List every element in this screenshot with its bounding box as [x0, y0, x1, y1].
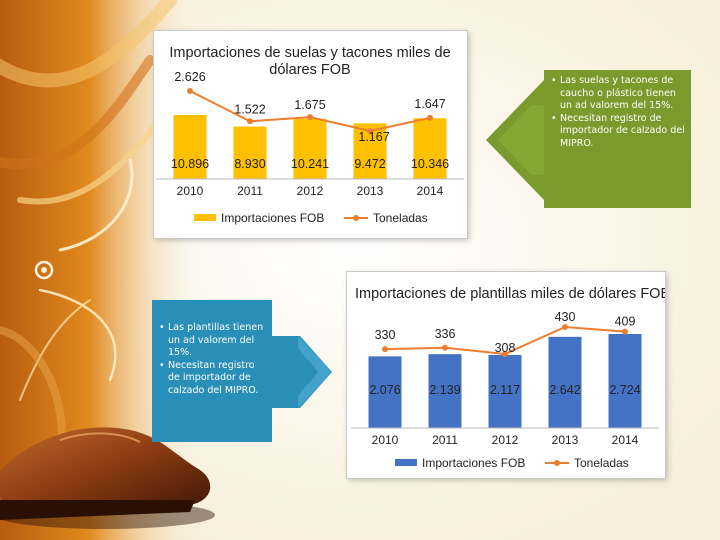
x-tick-2014: 2014 [612, 433, 639, 447]
bar-2014 [413, 118, 447, 179]
chart-title: Importaciones de suelas y tacones miles … [169, 45, 450, 61]
line-label-2014: 409 [615, 315, 636, 329]
bar-2014 [608, 334, 642, 428]
x-tick-2010: 2010 [177, 184, 204, 198]
callout-plantillas: Las plantillas tienen un ad valorem del … [158, 322, 268, 397]
callout-suelas-bullet-1: Las suelas y tacones de caucho o plástic… [550, 75, 686, 113]
line-label-2011: 1.522 [234, 102, 265, 116]
line-label-2013: 430 [555, 310, 576, 324]
x-tick-2011: 2011 [237, 184, 263, 198]
x-tick-2012: 2012 [492, 433, 519, 447]
chart-plantillas-plot: Importaciones de plantillas miles de dól… [351, 286, 665, 470]
bar-label-2011: 8.930 [234, 157, 265, 171]
bar-label-2012: 10.241 [291, 157, 329, 171]
legend-label-line: Toneladas [373, 211, 428, 225]
callout-suelas: Las suelas y tacones de caucho o plástic… [550, 75, 686, 150]
bar-label-2014: 2.724 [609, 383, 640, 397]
bar-2012 [293, 118, 327, 179]
line-label-2013: 1.167 [358, 130, 389, 144]
bar-2010 [173, 115, 207, 179]
legend-swatch-bars [395, 459, 417, 466]
x-tick-2012: 2012 [297, 184, 324, 198]
legend-swatch-bars [194, 214, 216, 221]
line-point-2013 [562, 324, 568, 330]
line-point-2010 [382, 346, 388, 353]
legend-label-bars: Importaciones FOB [422, 456, 525, 470]
callout-plantillas-bullet-2: Necesitan registro de importador de calz… [158, 360, 268, 398]
line-label-2014: 1.647 [414, 97, 445, 111]
bar-2012 [488, 354, 522, 428]
bar-label-2013: 9.472 [354, 157, 385, 171]
chart-title: Importaciones de plantillas miles de dól… [355, 286, 665, 302]
bar-label-2010: 2.076 [369, 383, 400, 397]
floral-swirl-decoration [0, 0, 177, 464]
legend-label-line: Toneladas [574, 456, 629, 470]
x-tick-2013: 2013 [357, 184, 384, 198]
line-point-2011 [247, 118, 253, 125]
line-label-2010: 330 [375, 328, 396, 342]
line-point-2012 [502, 351, 508, 357]
bar-label-2011: 2.139 [429, 383, 460, 397]
line-point-2014 [622, 328, 628, 335]
callout-plantillas-bullet-1: Las plantillas tienen un ad valorem del … [158, 322, 268, 360]
bar-label-2012: 2.117 [490, 383, 520, 397]
bar-2010 [368, 356, 402, 428]
x-tick-2014: 2014 [417, 184, 444, 198]
line-point-2012 [307, 114, 313, 121]
bar-2013 [548, 336, 582, 428]
bar-label-2010: 10.896 [171, 157, 209, 171]
chart-suelas-tacones-plot: Importaciones de suelas y tacones miles … [156, 45, 464, 225]
bar-2011 [233, 126, 267, 179]
bar-label-2014: 10.346 [411, 157, 449, 171]
line-label-2010: 2.626 [174, 70, 205, 84]
bar-2011 [428, 354, 462, 428]
bar-label-2013: 2.642 [549, 383, 580, 397]
line-point-2013 [367, 128, 373, 134]
line-label-2012: 308 [495, 341, 516, 355]
x-tick-2011: 2011 [432, 433, 458, 447]
shoe-image [0, 427, 215, 529]
line-point-2014 [427, 114, 433, 121]
line-point-2010 [187, 88, 193, 94]
x-tick-2010: 2010 [372, 433, 399, 447]
chart-suelas-tacones: Importaciones de suelas y tacones miles … [154, 31, 467, 238]
callout-suelas-bullet-2: Necesitan registro de importador de calz… [550, 113, 686, 151]
legend-marker-line [353, 215, 359, 221]
legend-marker-line [554, 460, 560, 466]
line-label-2012: 1.675 [294, 98, 325, 112]
chart-title-line2: dólares FOB [269, 62, 350, 78]
line-point-2011 [442, 344, 448, 351]
legend-label-bars: Importaciones FOB [221, 211, 324, 225]
x-tick-2013: 2013 [552, 433, 579, 447]
line-label-2011: 336 [435, 327, 456, 341]
chart-plantillas: Importaciones de plantillas miles de dól… [347, 272, 665, 478]
